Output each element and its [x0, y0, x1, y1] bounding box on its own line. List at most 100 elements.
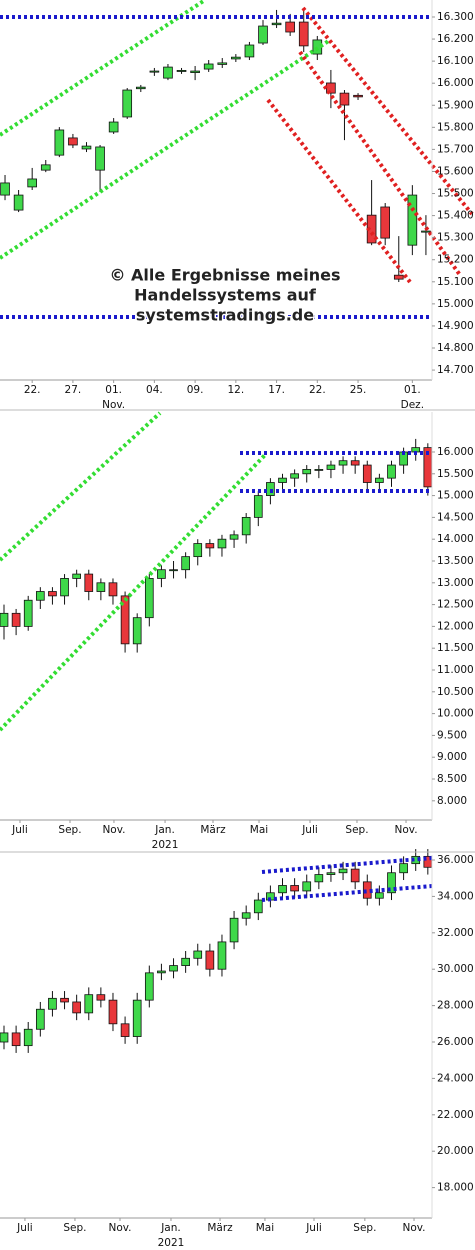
- y-tick-label: 15.100: [437, 276, 474, 288]
- y-tick-label: 15.000: [437, 298, 474, 310]
- candle-body: [144, 972, 154, 1001]
- candle-body: [314, 469, 324, 471]
- x-tick-label: Nov.: [108, 1222, 131, 1234]
- candle-body: [0, 1032, 9, 1043]
- candle-body: [72, 573, 81, 579]
- candle-body: [108, 582, 118, 597]
- y-tick-label: 26.000: [437, 1036, 474, 1048]
- y-tick-label: 14.000: [437, 533, 474, 545]
- candle-body: [40, 164, 51, 171]
- y-tick-label: 36.000: [437, 854, 474, 866]
- channel-line: [261, 856, 433, 874]
- candle-body: [135, 86, 146, 90]
- candle-body: [132, 617, 142, 645]
- x-tick-label: Sep.: [58, 824, 81, 836]
- x-tick-label: Nov.: [403, 1222, 426, 1234]
- candle-body: [96, 994, 106, 1001]
- y-tick-label: 16.000: [437, 77, 474, 89]
- x-tick-label: Mai: [256, 1222, 274, 1234]
- y-tick-label: 13.000: [437, 577, 474, 589]
- y-tick-label: 15.300: [437, 232, 474, 244]
- x-tick-label: Juli: [11, 824, 28, 836]
- y-tick-label: 15.600: [437, 165, 474, 177]
- candle-body: [241, 912, 251, 919]
- candle-body: [54, 129, 65, 156]
- candle-body: [193, 950, 203, 959]
- candle-body: [399, 863, 408, 874]
- candle-body: [181, 957, 190, 966]
- candle-body: [48, 591, 57, 597]
- candle-body: [339, 92, 350, 106]
- candle-body: [205, 543, 215, 549]
- candle-body: [338, 868, 348, 874]
- candle-body: [60, 578, 69, 597]
- x-tick-label: 27.: [65, 384, 82, 396]
- x-tick-label: 09.: [187, 384, 204, 396]
- candle-body: [350, 868, 360, 883]
- y-tick-label: 15.700: [437, 143, 474, 155]
- candle-body: [375, 892, 384, 899]
- candle-body: [278, 885, 287, 894]
- candle-body: [253, 495, 263, 518]
- y-tick-label: 16.300: [437, 11, 474, 23]
- period-label: 2021: [152, 839, 179, 851]
- candle-body: [326, 872, 336, 875]
- candle-body: [149, 70, 160, 73]
- x-tick-label: Jan.: [154, 824, 175, 836]
- y-tick-label: 18.000: [437, 1182, 474, 1194]
- x-tick-label: Nov.: [102, 824, 125, 836]
- y-tick-label: 9.500: [437, 729, 467, 741]
- x-tick-label: 22.: [309, 384, 326, 396]
- y-tick-label: 9.000: [437, 751, 467, 763]
- y-tick-label: 15.500: [437, 188, 474, 200]
- y-tick-label: 15.400: [437, 210, 474, 222]
- candle-body: [285, 21, 295, 33]
- y-tick-label: 16.100: [437, 55, 474, 67]
- y-tick-label: 16.000: [437, 446, 474, 458]
- y-tick-label: 14.900: [437, 320, 474, 332]
- candle-body: [362, 464, 372, 483]
- y-tick-label: 32.000: [437, 927, 474, 939]
- y-tick-label: 10.500: [437, 686, 474, 698]
- candle-body: [72, 1001, 81, 1014]
- x-tick-label: Juli: [305, 1222, 322, 1234]
- candle-body: [217, 62, 228, 65]
- candle-body: [193, 543, 203, 558]
- candle-body: [421, 230, 431, 233]
- candle-body: [84, 994, 94, 1014]
- x-tick-label: Mai: [250, 824, 268, 836]
- candle-body: [350, 460, 360, 466]
- y-tick-label: 11.500: [437, 642, 474, 654]
- y-tick-label: 8.500: [437, 773, 467, 785]
- candle-body: [190, 70, 200, 74]
- y-tick-label: 13.500: [437, 555, 474, 567]
- y-tick-label: 14.800: [437, 342, 474, 354]
- candle-body: [120, 595, 130, 645]
- x-tick-label: 01.: [404, 384, 421, 396]
- candle-body: [387, 464, 396, 479]
- period-label: Nov.: [102, 399, 125, 411]
- y-tick-label: 11.000: [437, 664, 474, 676]
- candle-body: [326, 464, 336, 470]
- y-tick-label: 12.500: [437, 599, 474, 611]
- y-tick-label: 15.800: [437, 121, 474, 133]
- candle-body: [68, 137, 78, 146]
- y-tick-label: 28.000: [437, 1000, 474, 1012]
- x-tick-label: 04.: [146, 384, 163, 396]
- candle-body: [298, 21, 309, 47]
- candle-body: [11, 1032, 21, 1047]
- candle-body: [302, 469, 312, 475]
- candle-body: [23, 1028, 33, 1047]
- candle-body: [60, 997, 69, 1003]
- watermark: © Alle Ergebnisse meines: [109, 266, 340, 285]
- y-tick-label: 14.700: [437, 364, 474, 376]
- candle-body: [314, 874, 324, 883]
- candle-body: [229, 534, 239, 540]
- candle-body: [84, 573, 94, 592]
- candle-body: [81, 145, 92, 150]
- candles: [0, 9, 433, 1053]
- candle-body: [244, 44, 255, 58]
- candle-body: [338, 460, 348, 466]
- x-tick-label: Sep.: [353, 1222, 376, 1234]
- candle-body: [387, 872, 396, 894]
